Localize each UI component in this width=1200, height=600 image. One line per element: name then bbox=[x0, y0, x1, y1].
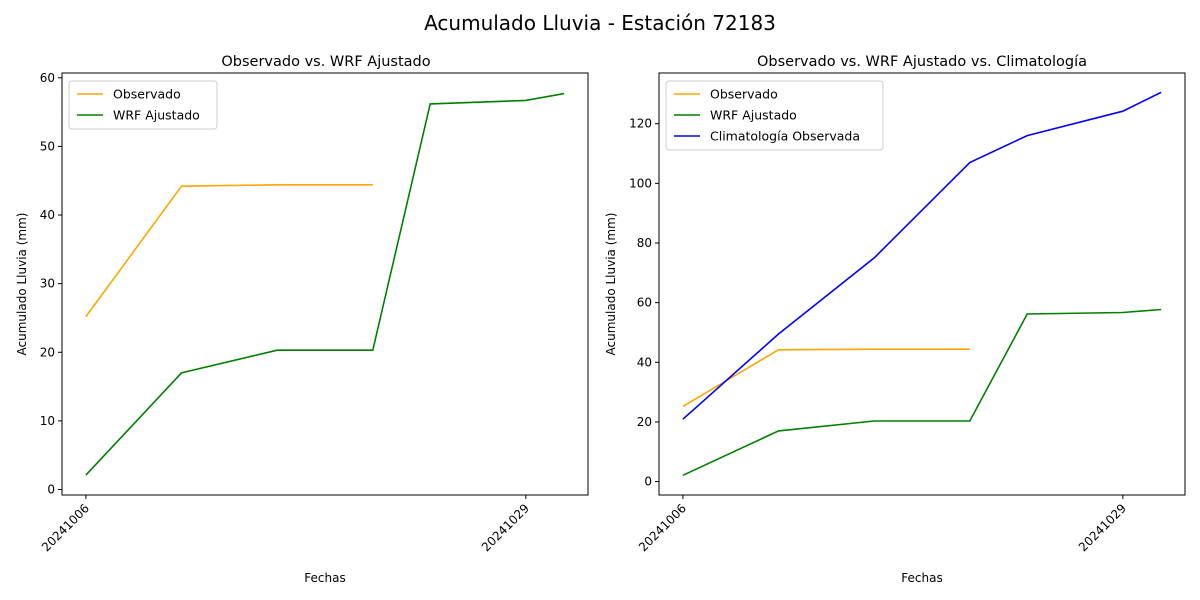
right-y-tick-label: 20 bbox=[637, 415, 652, 429]
right-y-tick-label: 0 bbox=[644, 475, 652, 489]
right-legend-box bbox=[665, 80, 884, 151]
right-x-tick-label: 20241029 bbox=[1076, 501, 1129, 554]
right-y-tick-label: 40 bbox=[637, 355, 652, 369]
left-chart-xlabel: Fechas bbox=[304, 571, 345, 585]
right-chart-panel: Observado vs. WRF Ajustado vs. Climatolo… bbox=[604, 54, 1186, 585]
left-y-tick-label: 0 bbox=[47, 483, 55, 497]
right-y-tick-label: 120 bbox=[629, 117, 652, 131]
right-chart-ylabel: Acumulado Lluvia (mm) bbox=[604, 213, 618, 356]
left-y-tick-label: 20 bbox=[40, 345, 55, 359]
right-legend-label: Climatología Observada bbox=[710, 129, 860, 144]
right-legend-label: WRF Ajustado bbox=[710, 108, 797, 123]
right-series-line-observado bbox=[682, 348, 970, 408]
left-legend-box bbox=[68, 80, 218, 130]
left-legend: Observado WRF Ajustado bbox=[68, 80, 218, 130]
right-legend: Observado WRF Ajustado Climatología Observ… bbox=[665, 80, 884, 151]
right-x-tick-label: 20241006 bbox=[636, 501, 689, 554]
left-y-tick-label: 10 bbox=[40, 414, 55, 428]
left-y-tick-label: 60 bbox=[40, 71, 55, 85]
right-series-line-climatologia bbox=[682, 91, 1162, 420]
left-legend-label: WRF Ajustado bbox=[113, 108, 200, 123]
left-y-tick-label: 40 bbox=[40, 208, 55, 222]
right-y-tick-label: 100 bbox=[629, 176, 652, 190]
left-chart-ylabel: Acumulado Lluvia (mm) bbox=[15, 213, 29, 356]
left-chart-panel: Observado vs. WRF Ajustado Acumulado Llu… bbox=[15, 54, 589, 585]
right-y-tick-label: 80 bbox=[637, 236, 652, 250]
left-y-tick-label: 30 bbox=[40, 277, 55, 291]
left-series-line-wrf bbox=[85, 92, 565, 476]
left-x-tick-label: 20241006 bbox=[39, 501, 92, 554]
left-series-line-observado bbox=[85, 184, 373, 318]
left-y-tick-label: 50 bbox=[40, 139, 55, 153]
left-legend-label: Observado bbox=[113, 87, 181, 102]
right-legend-label: Observado bbox=[710, 87, 778, 102]
left-chart-title: Observado vs. WRF Ajustado bbox=[221, 54, 430, 70]
right-y-tick-label: 60 bbox=[637, 296, 652, 310]
right-axes-frame bbox=[658, 72, 1186, 496]
right-chart-title: Observado vs. WRF Ajustado vs. Climatolo… bbox=[757, 54, 1087, 70]
right-chart-xlabel: Fechas bbox=[901, 571, 942, 585]
left-x-tick-label: 20241029 bbox=[479, 501, 532, 554]
left-axes-frame bbox=[61, 72, 589, 496]
right-series-line-wrf bbox=[682, 308, 1162, 477]
figure-suptitle: Acumulado Lluvia - Estación 72183 bbox=[424, 11, 776, 35]
